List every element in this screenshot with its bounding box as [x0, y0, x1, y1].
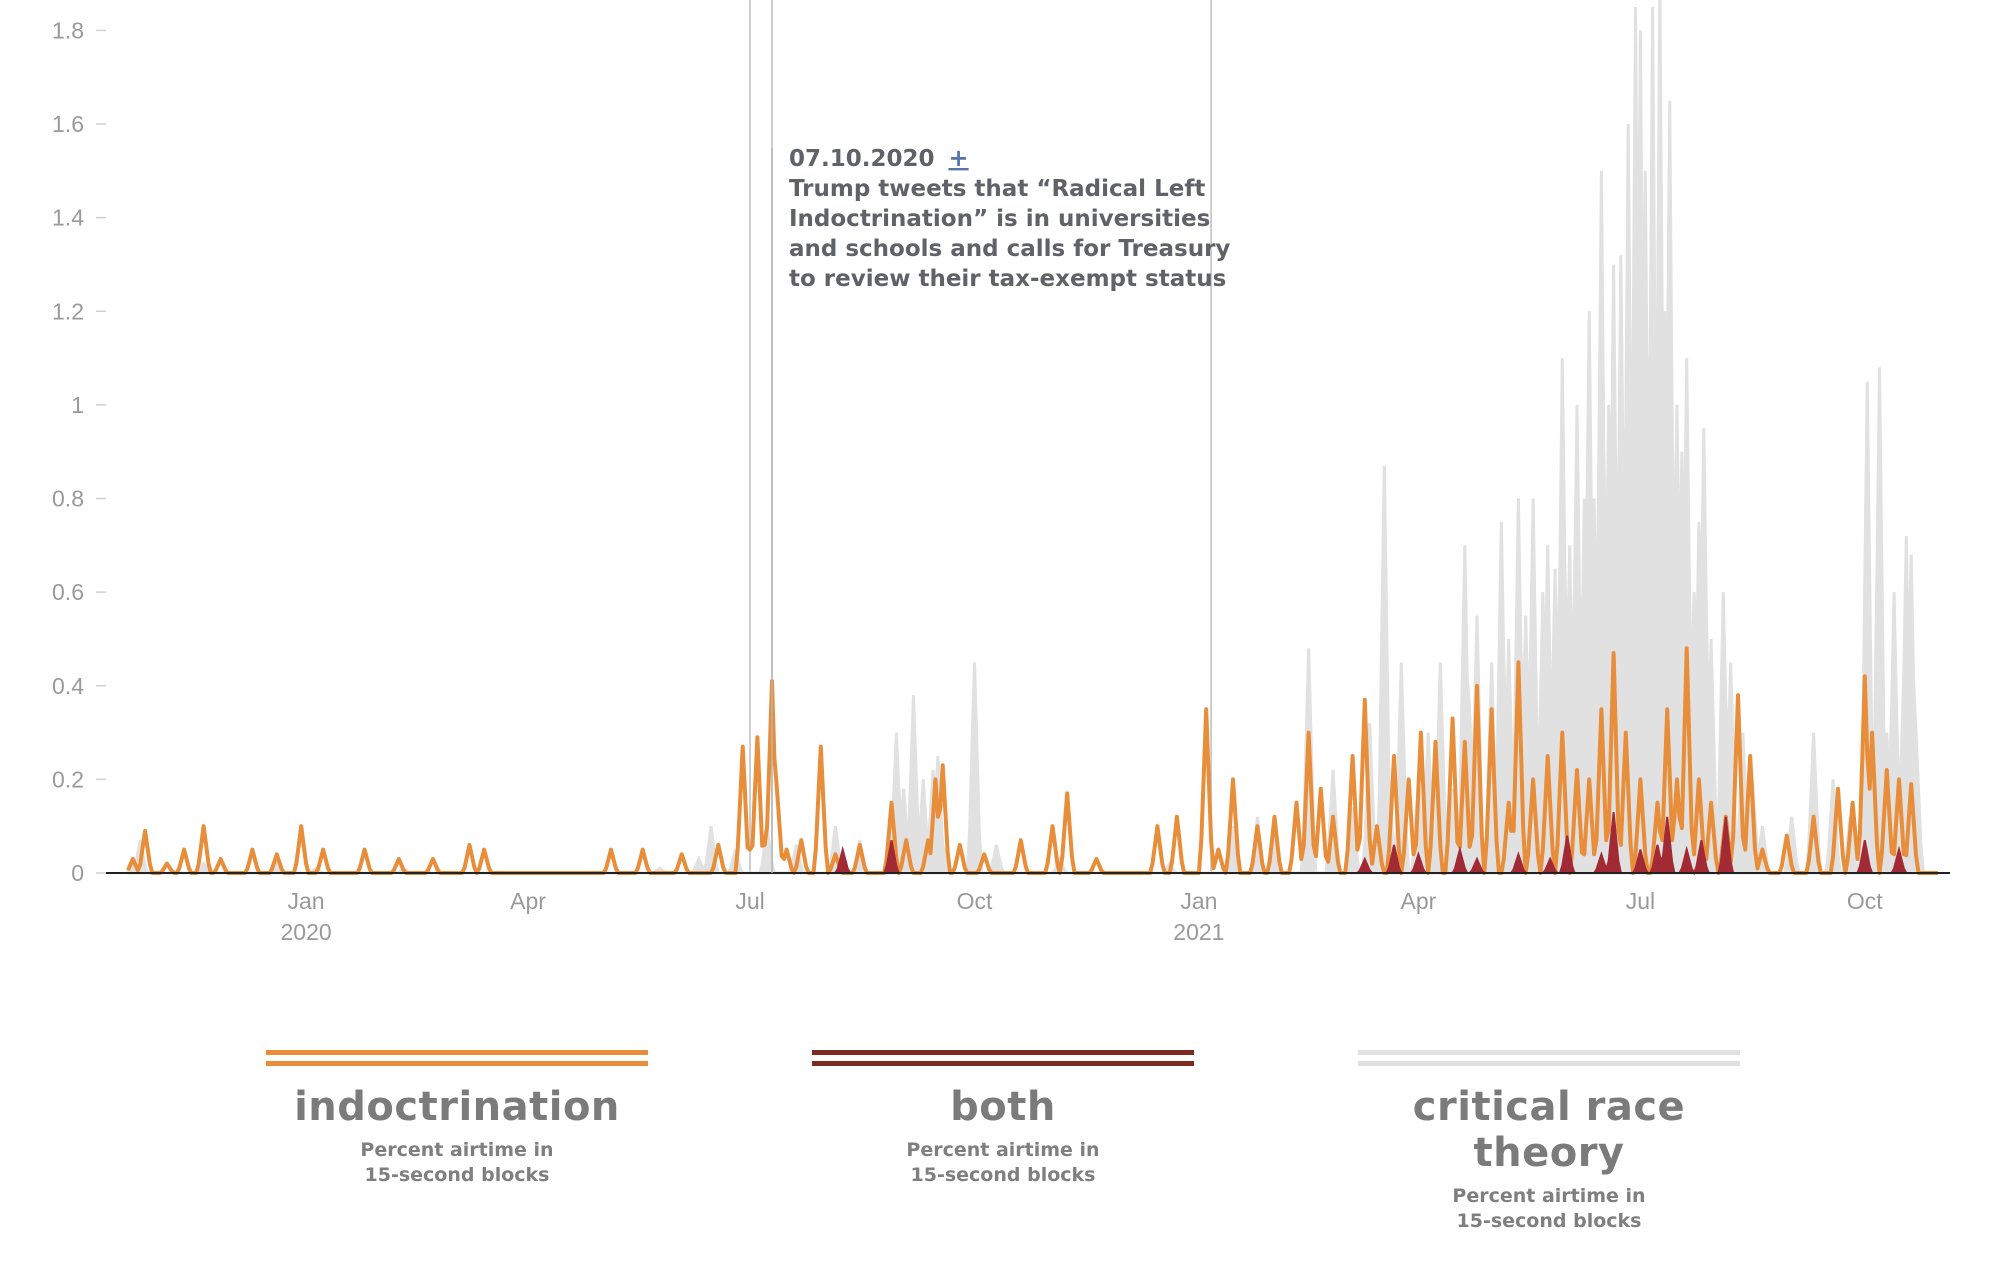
x-tick-label: Apr — [1401, 888, 1437, 914]
annotation: 07.10.2020 + Trump tweets that “Radical … — [771, 144, 1230, 873]
annotation-line-3: and schools and calls for Treasury — [789, 236, 1230, 262]
y-axis: 0 0.2 0.4 0.6 0.8 1 1.2 1.4 1.6 1.8 — [52, 17, 106, 886]
annotation-line-1: Trump tweets that “Radical Left — [789, 176, 1205, 202]
y-tick-label: 1 — [71, 392, 84, 418]
x-tick-year-label: 2021 — [1173, 919, 1224, 945]
y-tick-label: 1.2 — [52, 298, 84, 324]
y-tick-label: 0.4 — [52, 673, 84, 699]
y-tick-label: 1.6 — [52, 111, 84, 137]
annotation-line-4: to review their tax-exempt status — [789, 266, 1226, 292]
x-axis: Jan 2020 Apr Jul Oct Jan 2021 Apr Jul Oct — [280, 888, 1883, 945]
legend-swatch-both — [812, 1050, 1194, 1066]
x-tick-label: Jan — [288, 888, 325, 914]
y-tick-label: 0.8 — [52, 486, 84, 512]
y-tick-label: 1.8 — [52, 17, 84, 43]
legend-both: both Percent airtime in 15-second blocks — [812, 1050, 1194, 1188]
x-tick-label: Apr — [510, 888, 546, 914]
legend-subtitle: Percent airtime in 15-second blocks — [360, 1139, 554, 1186]
y-tick-label: 1.4 — [52, 205, 84, 231]
y-tick-label: 0.2 — [52, 766, 84, 792]
legend-subtitle: Percent airtime in 15-second blocks — [906, 1139, 1100, 1186]
x-tick-label: Oct — [1847, 888, 1883, 914]
x-tick-label: Jul — [735, 888, 764, 914]
legend-title: both — [950, 1084, 1056, 1130]
x-tick-label: Oct — [957, 888, 993, 914]
annotation-line-2: Indoctrination” is in universities — [789, 206, 1210, 232]
legend-title: critical race theory — [1412, 1084, 1686, 1176]
annotation-date: 07.10.2020 — [789, 146, 935, 172]
legend-swatch-critical-race-theory — [1358, 1050, 1740, 1066]
chart-svg: 0 0.2 0.4 0.6 0.8 1 1.2 1.4 1.6 1.8 Jan 2020 Apr Jul… — [52, 0, 1950, 945]
annotation-toggle-button[interactable]: + — [949, 144, 969, 172]
legend-critical-race-theory: critical race theory Percent airtime in 1… — [1358, 1050, 1740, 1234]
y-tick-label: 0 — [71, 860, 84, 886]
legend-title: indoctrination — [294, 1084, 620, 1130]
x-tick-label: Jan — [1180, 888, 1217, 914]
y-tick-label: 0.6 — [52, 579, 84, 605]
legend-subtitle: Percent airtime in 15-second blocks — [1452, 1185, 1646, 1232]
legend-swatch-indoctrination — [266, 1050, 648, 1066]
annotation-heading: 07.10.2020 + — [789, 144, 969, 172]
series-layer — [126, 0, 1938, 876]
x-tick-year-label: 2020 — [280, 919, 331, 945]
annotation-lines — [749, 0, 1212, 873]
x-tick-label: Jul — [1626, 888, 1655, 914]
legend-indoctrination: indoctrination Percent airtime in 15-seco… — [266, 1050, 648, 1188]
